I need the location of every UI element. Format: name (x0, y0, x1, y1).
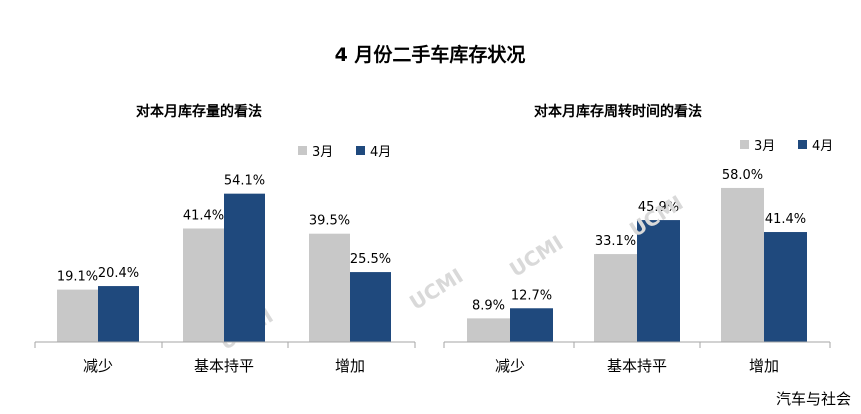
bar (183, 228, 224, 342)
data-label: 25.5% (350, 252, 391, 267)
data-label: 33.1% (595, 234, 636, 249)
legend-label: 3月 (312, 145, 333, 160)
data-label: 41.4% (765, 212, 806, 227)
data-label: 39.5% (309, 214, 350, 229)
bar (350, 272, 391, 342)
legend-label: 3月 (754, 139, 775, 154)
bar (510, 308, 553, 342)
bar (98, 286, 139, 342)
bar (594, 254, 637, 342)
chart-2: UCMI 对本月库存周转时间的看法 3月 4月 8.9% 12.7% 减少 33.1% 45.9… (405, 103, 833, 375)
watermark-text: UCMI (405, 263, 467, 314)
chart-title: 对本月库存周转时间的看法 (534, 103, 702, 120)
data-label: 20.4% (98, 266, 139, 281)
bar (637, 220, 680, 342)
category-tick-label: 增加 (335, 357, 365, 375)
bar (309, 233, 350, 342)
data-label: 12.7% (511, 288, 552, 303)
category-tick-label: 基本持平 (607, 357, 667, 375)
category-tick-label: 增加 (749, 357, 779, 375)
bar (467, 318, 510, 342)
data-label: 54.1% (224, 174, 265, 189)
legend-swatch (740, 140, 749, 149)
charts-layer: UCMI 对本月库存量的看法 3月 4月 19.1%20.4% 减少 41.4% 54.1% 基… (34, 103, 833, 375)
bar (224, 193, 265, 342)
category-tick-label: 基本持平 (194, 357, 254, 375)
category-tick-label: 减少 (495, 357, 525, 375)
legend-swatch (356, 146, 365, 155)
footer-brand: 汽车与社会 (776, 390, 851, 408)
bar (57, 289, 98, 342)
data-label: 8.9% (472, 298, 505, 313)
chart-1: UCMI对本月库存量的看法3月4月19.1%20.4%减少41.4%54.1%基… (34, 103, 416, 375)
data-label: 58.0% (722, 168, 763, 183)
data-label: 41.4% (183, 208, 224, 223)
data-label: 19.1% (57, 270, 98, 285)
bar (721, 187, 764, 342)
main-title: 4 月份二手车库存状况 (335, 43, 526, 66)
category-tick-label: 减少 (83, 357, 113, 375)
watermark-text: UCMI (505, 230, 567, 281)
legend-label: 4月 (370, 145, 391, 160)
legend-swatch (798, 140, 807, 149)
bar (764, 232, 807, 342)
chart-title: 对本月库存量的看法 (136, 103, 262, 120)
legend-swatch (298, 146, 307, 155)
data-label: 45.9% (638, 200, 679, 215)
legend-label: 4月 (812, 139, 833, 154)
